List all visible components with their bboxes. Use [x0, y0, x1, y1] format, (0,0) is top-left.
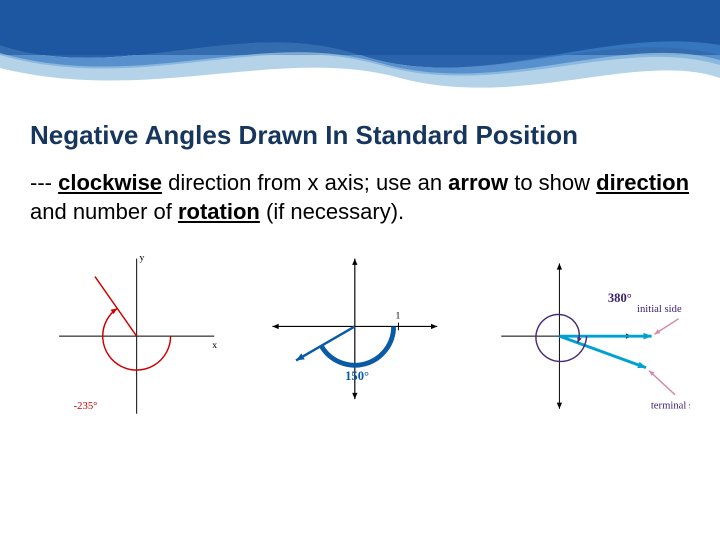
svg-text:initial side: initial side: [637, 304, 682, 315]
slide-title: Negative Angles Drawn In Standard Positi…: [30, 120, 690, 151]
diagram-row: y x -235° 1 150° 380° initial side terminal s…: [30, 246, 690, 436]
diagram-right: 380° initial side terminal side: [477, 246, 690, 436]
slide-body: --- clockwise direction from x axis; use…: [30, 169, 690, 226]
wave-header: [0, 0, 720, 110]
slide-content: Negative Angles Drawn In Standard Positi…: [30, 120, 690, 436]
svg-text:1: 1: [396, 311, 401, 322]
svg-text:380°: 380°: [608, 291, 632, 305]
diagram-middle: 1 150°: [253, 246, 466, 436]
svg-text:x: x: [212, 340, 217, 351]
diagram-left: y x -235°: [30, 246, 243, 436]
svg-text:terminal side: terminal side: [650, 401, 689, 412]
svg-text:y: y: [140, 253, 145, 264]
svg-text:-235°: -235°: [74, 401, 98, 412]
svg-text:150°: 150°: [345, 369, 369, 383]
